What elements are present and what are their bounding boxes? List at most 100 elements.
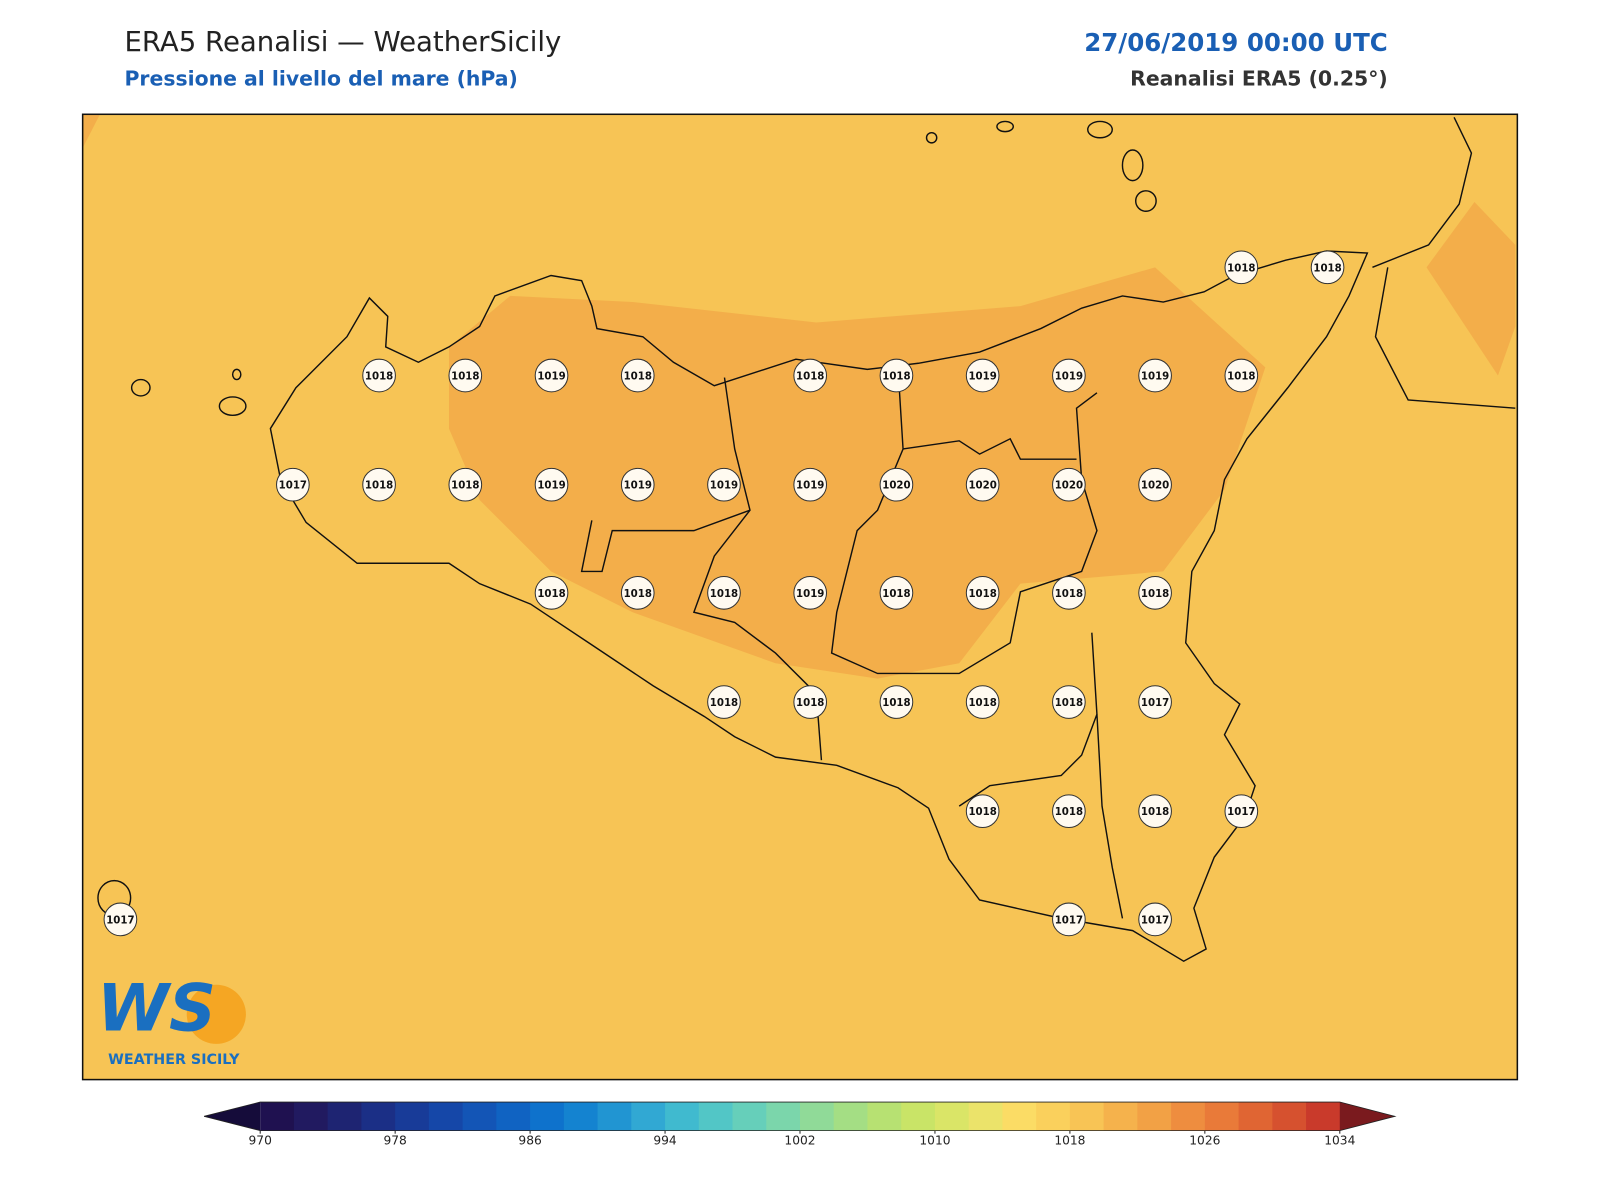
station: 1020 bbox=[1052, 467, 1086, 502]
station: 1018 bbox=[1310, 250, 1345, 285]
station: 1018 bbox=[1052, 685, 1086, 719]
station: 1018 bbox=[362, 467, 396, 502]
station: 1018 bbox=[879, 576, 914, 610]
station-value: 1018 bbox=[1055, 589, 1083, 600]
station-marker bbox=[1052, 685, 1086, 719]
station-value: 1020 bbox=[968, 481, 996, 492]
station-marker bbox=[965, 685, 1000, 719]
colorbar-bin bbox=[1272, 1102, 1307, 1131]
station: 1017 bbox=[1224, 794, 1259, 829]
map-frame bbox=[81, 113, 1519, 1081]
station: 1018 bbox=[448, 358, 483, 393]
map-area: 1018 1018 1018 1018 1019 1018 1018 1018 1019 1019… bbox=[81, 113, 1519, 1081]
station: 1018 bbox=[793, 358, 828, 393]
colorbar-bin bbox=[1103, 1102, 1138, 1131]
station-value: 1018 bbox=[968, 589, 996, 600]
station: 1018 bbox=[965, 794, 1000, 829]
station-value: 1018 bbox=[968, 807, 996, 818]
colorbar-bin bbox=[901, 1102, 936, 1131]
pressure-zone bbox=[1426, 202, 1516, 376]
station-value: 1017 bbox=[1141, 698, 1169, 709]
colorbar-bin bbox=[1002, 1102, 1037, 1131]
colorbar-bin bbox=[800, 1102, 835, 1131]
pressure-zone bbox=[82, 114, 100, 148]
station-marker bbox=[793, 358, 828, 393]
station-value: 1018 bbox=[365, 481, 393, 492]
station: 1018 bbox=[707, 685, 741, 719]
source: Reanalisi ERA5 (0.25°) bbox=[1130, 67, 1388, 91]
station-marker bbox=[1224, 794, 1259, 829]
station-value: 1018 bbox=[365, 372, 393, 383]
station-value: 1019 bbox=[796, 481, 824, 492]
colorbar-bin bbox=[428, 1102, 464, 1131]
date: 27/06/2019 00:00 UTC bbox=[1084, 28, 1388, 57]
station-value: 1018 bbox=[1227, 263, 1255, 274]
station-value: 1019 bbox=[1141, 372, 1169, 383]
station-value: 1019 bbox=[537, 481, 565, 492]
colorbar-tick-label: 986 bbox=[518, 1133, 542, 1147]
station: 1019 bbox=[793, 576, 828, 610]
colorbar-tick-label: 978 bbox=[383, 1133, 406, 1147]
station: 1018 bbox=[620, 576, 655, 610]
station: 1017 bbox=[103, 902, 138, 937]
station-marker bbox=[534, 576, 569, 610]
station: 1020 bbox=[879, 467, 914, 502]
station-marker bbox=[1138, 794, 1172, 829]
colorbar-bin bbox=[833, 1102, 868, 1131]
station-value: 1018 bbox=[796, 698, 824, 709]
station: 1017 bbox=[1052, 902, 1086, 937]
colorbar-bin bbox=[968, 1102, 1003, 1131]
station-marker bbox=[965, 794, 1000, 829]
station-marker bbox=[879, 685, 914, 719]
station-value: 1019 bbox=[1055, 372, 1083, 383]
colorbar-tick-label: 1026 bbox=[1189, 1133, 1220, 1147]
station-value: 1018 bbox=[1055, 698, 1083, 709]
colorbar-bin bbox=[395, 1102, 430, 1131]
station-marker bbox=[879, 358, 914, 393]
station-marker bbox=[1138, 576, 1172, 610]
colorbar-under bbox=[204, 1102, 261, 1131]
station-value: 1019 bbox=[796, 589, 824, 600]
station-value: 1017 bbox=[1227, 807, 1255, 818]
station-marker bbox=[1224, 250, 1259, 285]
station: 1018 bbox=[620, 358, 655, 393]
station-value: 1018 bbox=[710, 698, 738, 709]
station: 1018 bbox=[1224, 358, 1259, 393]
logo-name: WEATHER SICILY bbox=[108, 1052, 240, 1068]
station: 1018 bbox=[879, 685, 914, 719]
station: 1019 bbox=[620, 467, 655, 502]
colorbar-bin bbox=[597, 1102, 632, 1131]
station-marker bbox=[1052, 467, 1086, 502]
colorbar-bin bbox=[462, 1102, 497, 1131]
station: 1018 bbox=[707, 576, 741, 610]
station-marker bbox=[879, 576, 914, 610]
colorbar-bin bbox=[1171, 1102, 1206, 1131]
colorbar-bin bbox=[327, 1102, 362, 1131]
station-value: 1018 bbox=[968, 698, 996, 709]
station-value: 1019 bbox=[968, 372, 996, 383]
station: 1018 bbox=[362, 358, 396, 393]
station-marker bbox=[448, 467, 483, 502]
station-value: 1018 bbox=[1141, 589, 1169, 600]
colorbar-bin bbox=[766, 1102, 801, 1131]
station-marker bbox=[1052, 902, 1086, 937]
station-marker bbox=[1138, 685, 1172, 719]
station: 1018 bbox=[448, 467, 483, 502]
station-marker bbox=[965, 576, 1000, 610]
station: 1017 bbox=[1138, 685, 1172, 719]
station-marker bbox=[1052, 576, 1086, 610]
colorbar-bin bbox=[1306, 1102, 1341, 1131]
station-value: 1018 bbox=[624, 589, 652, 600]
station: 1018 bbox=[1224, 250, 1259, 285]
title: ERA5 Reanalisi — WeatherSicily bbox=[124, 26, 561, 58]
station-marker bbox=[362, 467, 396, 502]
station-marker bbox=[1224, 358, 1259, 393]
colorbar-bin bbox=[1137, 1102, 1172, 1131]
colorbar-tick-label: 970 bbox=[249, 1133, 272, 1147]
station-value: 1018 bbox=[1227, 372, 1255, 383]
colorbar-tick-label: 1002 bbox=[784, 1133, 815, 1147]
station-value: 1017 bbox=[1141, 915, 1169, 926]
colorbar-bin bbox=[631, 1102, 666, 1131]
station-value: 1020 bbox=[1141, 481, 1169, 492]
